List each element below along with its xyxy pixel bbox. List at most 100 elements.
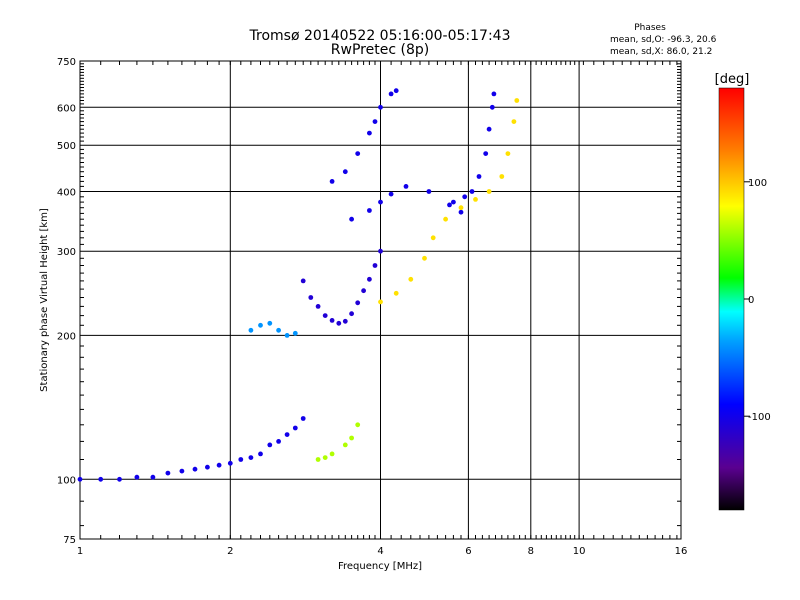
data-point bbox=[308, 295, 314, 300]
data-point bbox=[342, 318, 348, 324]
data-point bbox=[486, 189, 492, 194]
data-point bbox=[292, 330, 298, 336]
data-point bbox=[349, 435, 354, 441]
x-tick-label: 8 bbox=[528, 546, 534, 557]
data-point bbox=[248, 455, 254, 460]
data-point bbox=[378, 248, 383, 254]
y-axis-label: Stationary phase Virtual Height [km] bbox=[39, 208, 50, 392]
data-point bbox=[489, 104, 495, 110]
data-point bbox=[134, 474, 140, 480]
data-point bbox=[267, 320, 273, 326]
data-point bbox=[329, 451, 335, 457]
data-point bbox=[216, 462, 222, 468]
data-point bbox=[422, 255, 427, 261]
data-point bbox=[292, 425, 298, 431]
data-point bbox=[276, 439, 281, 444]
data-point bbox=[355, 151, 361, 157]
stats-o-mode: mean, sd,O: -96.3, 20.6 bbox=[610, 35, 717, 45]
data-point bbox=[192, 466, 198, 472]
data-point bbox=[426, 189, 432, 194]
colorbar bbox=[718, 87, 745, 511]
data-point bbox=[473, 197, 478, 202]
data-point bbox=[329, 318, 335, 323]
data-point bbox=[469, 189, 475, 194]
data-point bbox=[165, 470, 171, 476]
data-point bbox=[98, 476, 104, 482]
y-tick-label: 200 bbox=[57, 331, 76, 342]
x-tick-label: 10 bbox=[573, 546, 586, 557]
data-point bbox=[443, 216, 448, 222]
data-point bbox=[408, 276, 414, 282]
data-point bbox=[367, 276, 372, 282]
stats-x-mode: mean, sd,X: 86.0, 21.2 bbox=[610, 47, 712, 57]
data-point bbox=[378, 104, 383, 110]
x-tick-label: 1 bbox=[77, 546, 83, 557]
data-point bbox=[378, 299, 383, 305]
series-group bbox=[300, 248, 383, 326]
data-point bbox=[349, 311, 354, 317]
data-point bbox=[361, 288, 366, 294]
data-point bbox=[258, 322, 263, 328]
y-tick-label: 300 bbox=[57, 247, 76, 258]
data-point bbox=[403, 184, 409, 189]
series-group bbox=[248, 320, 298, 338]
data-point bbox=[458, 209, 464, 215]
y-tick-label: 600 bbox=[57, 103, 76, 114]
colorbar-tick-label: 100 bbox=[748, 178, 767, 189]
data-point bbox=[393, 88, 399, 94]
data-points bbox=[77, 88, 520, 482]
data-point bbox=[205, 464, 210, 470]
data-point bbox=[349, 216, 354, 222]
y-tick-label: 500 bbox=[57, 141, 76, 152]
data-point bbox=[388, 191, 394, 197]
x-axis-label: Frequency [MHz] bbox=[338, 561, 422, 572]
stats-heading: Phases bbox=[634, 23, 666, 33]
x-tick-label: 2 bbox=[227, 546, 233, 557]
data-point bbox=[284, 333, 290, 338]
data-point bbox=[483, 151, 489, 157]
data-point bbox=[372, 263, 378, 268]
data-point bbox=[258, 451, 263, 457]
data-point bbox=[336, 320, 342, 326]
y-tick-label: 400 bbox=[57, 188, 76, 199]
series-group bbox=[378, 98, 520, 305]
data-point bbox=[511, 119, 517, 124]
data-point bbox=[227, 460, 233, 466]
data-point bbox=[372, 119, 378, 124]
series-group bbox=[349, 184, 464, 222]
y-tick-label: 75 bbox=[63, 535, 76, 546]
data-point bbox=[462, 194, 468, 200]
data-point bbox=[117, 476, 122, 482]
data-point bbox=[355, 300, 361, 306]
data-point bbox=[447, 202, 452, 208]
data-point bbox=[276, 327, 281, 333]
y-tick-label: 100 bbox=[57, 475, 76, 486]
data-point bbox=[378, 199, 383, 205]
x-tick-label: 16 bbox=[675, 546, 688, 557]
data-point bbox=[150, 474, 156, 480]
data-point bbox=[367, 130, 372, 136]
data-point bbox=[458, 205, 464, 211]
data-point bbox=[315, 457, 321, 462]
y-tick-label: 750 bbox=[57, 57, 76, 68]
x-tick-label: 6 bbox=[465, 546, 471, 557]
data-point bbox=[238, 457, 244, 462]
colorbar-ticks: 100 0 -100 bbox=[744, 178, 771, 423]
data-point bbox=[315, 304, 321, 309]
data-point bbox=[486, 126, 492, 132]
data-point bbox=[367, 208, 372, 213]
data-point bbox=[322, 313, 328, 318]
data-point bbox=[300, 416, 306, 421]
x-tick-label: 4 bbox=[377, 546, 383, 557]
series-group bbox=[77, 416, 306, 482]
series-group bbox=[329, 88, 399, 184]
data-point bbox=[476, 174, 482, 179]
data-point bbox=[267, 442, 273, 448]
chart-title: Tromsø 20140522 05:16:00-05:17:43 bbox=[249, 28, 511, 44]
data-point bbox=[329, 179, 335, 184]
data-point bbox=[505, 151, 511, 157]
series-group bbox=[451, 91, 497, 205]
data-point bbox=[388, 91, 394, 97]
data-point bbox=[342, 442, 348, 448]
data-point bbox=[393, 290, 399, 296]
